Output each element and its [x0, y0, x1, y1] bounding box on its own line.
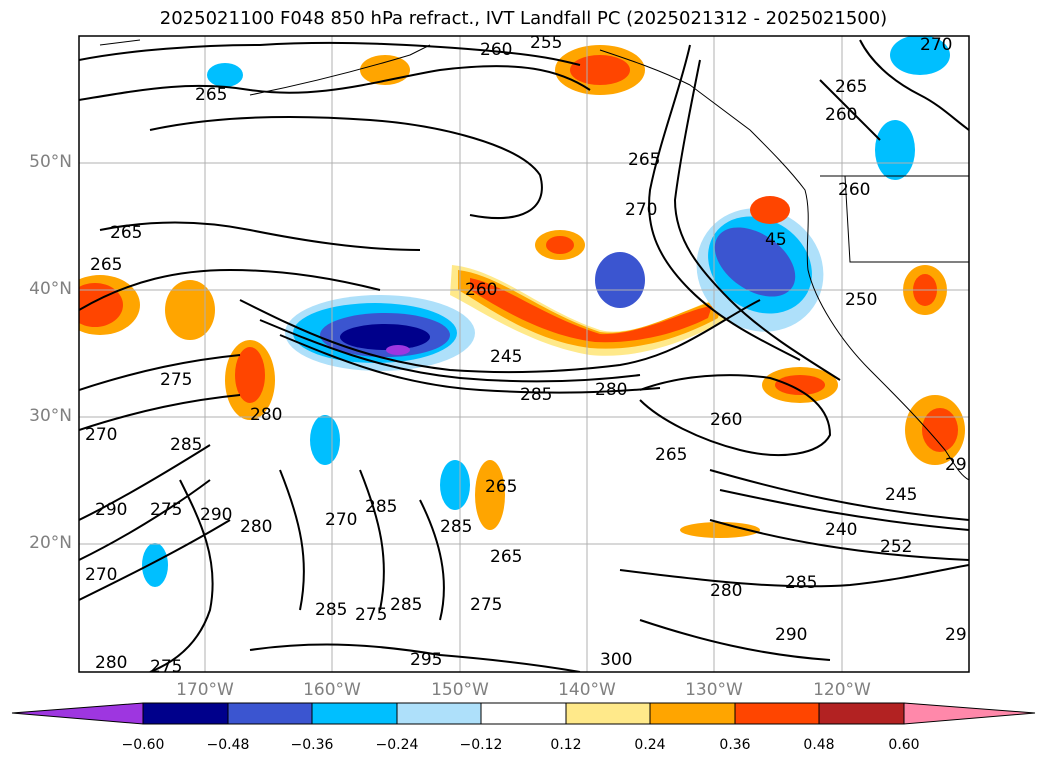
lon-label: 120°W: [813, 680, 871, 700]
contour-label: 285: [170, 435, 202, 455]
colorbar-bin: [565, 702, 651, 725]
contour-lines: [79, 39, 969, 672]
contour-label: 260: [480, 40, 512, 60]
colorbar-tick-label: 0.36: [719, 737, 751, 753]
colorbar-bin: [480, 702, 567, 725]
contour-label: 245: [885, 485, 917, 505]
colorbar-min-extend: [11, 702, 144, 725]
lon-label: 140°W: [558, 680, 616, 700]
colorbar-tick-label: −0.60: [121, 737, 165, 753]
contour-label: 270: [625, 200, 657, 220]
colorbar-tick-label: 0.48: [803, 737, 835, 753]
contour-label: 265: [485, 477, 517, 497]
colorbar-tick-label: 0.24: [634, 737, 666, 753]
colorbar-tick-label: 0.60: [888, 737, 920, 753]
contour-label: 280: [95, 653, 127, 673]
lon-label: 170°W: [176, 680, 234, 700]
contour-label: 250: [845, 290, 877, 310]
contour-label: 265: [835, 77, 867, 97]
lat-label: 40°N: [29, 279, 72, 299]
contour-label: 290: [95, 500, 127, 520]
contour-label: 270: [920, 35, 952, 55]
contour-label: 240: [825, 520, 857, 540]
lat-label: 30°N: [29, 406, 72, 426]
colorbar-bin: [311, 702, 398, 725]
contour-label: 285: [315, 600, 347, 620]
contour-label: 265: [655, 445, 687, 465]
colorbar-tick-label: 0.12: [550, 737, 582, 753]
contour-label: 285: [520, 385, 552, 405]
contour-label: 260: [710, 410, 742, 430]
contour-label: 265: [490, 547, 522, 567]
colorbar-max-extend: [903, 702, 1036, 725]
contour-label: 45: [765, 230, 787, 250]
contour-label: 275: [150, 500, 182, 520]
map-frame: [78, 35, 970, 673]
colorbar-tick-label: −0.12: [459, 737, 503, 753]
contour-label: 260: [838, 180, 870, 200]
contour-label: 280: [240, 517, 272, 537]
colorbar-bin: [227, 702, 313, 725]
contour-label: 275: [160, 370, 192, 390]
contour-label: 270: [325, 510, 357, 530]
contour-label: 300: [600, 650, 632, 670]
contour-label: 255: [530, 33, 562, 53]
figure-title: 2025021100 F048 850 hPa refract., IVT La…: [159, 8, 888, 29]
colorbar-tick-label: −0.36: [290, 737, 334, 753]
lon-label: 130°W: [685, 680, 743, 700]
contour-label: 265: [195, 85, 227, 105]
contour-label: 275: [150, 657, 182, 677]
contour-label: 270: [85, 425, 117, 445]
colorbar-tick-label: −0.24: [375, 737, 419, 753]
contour-label: 280: [250, 405, 282, 425]
colorbar-bin: [734, 702, 820, 725]
lon-label: 160°W: [303, 680, 361, 700]
contour-label: 285: [365, 497, 397, 517]
colorbar-bin: [818, 702, 905, 725]
contour-label: 260: [825, 105, 857, 125]
contour-label: 265: [628, 150, 660, 170]
coastlines: [99, 39, 969, 481]
contour-label: 285: [390, 595, 422, 615]
contour-label: 265: [110, 223, 142, 243]
colorbar-bin: [649, 702, 736, 725]
contour-label: 290: [200, 505, 232, 525]
colorbar: [11, 702, 1036, 725]
contour-label: 275: [355, 605, 387, 625]
contour-label: 260: [465, 280, 497, 300]
contour-label: 245: [490, 347, 522, 367]
contour-label-group: 260 255 270 265 260 265 265 265 270 45 2…: [85, 33, 967, 677]
contour-label: 280: [595, 380, 627, 400]
lat-label: 50°N: [29, 152, 72, 172]
map-panel: 260 255 270 265 260 265 265 265 270 45 2…: [79, 33, 969, 677]
contour-label: 252: [880, 537, 912, 557]
contour-label: 290: [775, 625, 807, 645]
colorbar-bin: [396, 702, 482, 725]
lon-label: 150°W: [431, 680, 489, 700]
colorbar-tick-label: −0.48: [206, 737, 250, 753]
contour-label: 270: [85, 565, 117, 585]
graticule: [79, 36, 969, 672]
contour-label: 275: [470, 595, 502, 615]
contour-label: 295: [410, 650, 442, 670]
contour-label: 29: [945, 455, 967, 475]
contour-label: 280: [710, 581, 742, 601]
lat-label: 20°N: [29, 533, 72, 553]
contour-label: 265: [90, 255, 122, 275]
contour-label: 285: [785, 573, 817, 593]
contour-label: 285: [440, 517, 472, 537]
colorbar-bin: [142, 702, 229, 725]
contour-label: 29: [945, 625, 967, 645]
